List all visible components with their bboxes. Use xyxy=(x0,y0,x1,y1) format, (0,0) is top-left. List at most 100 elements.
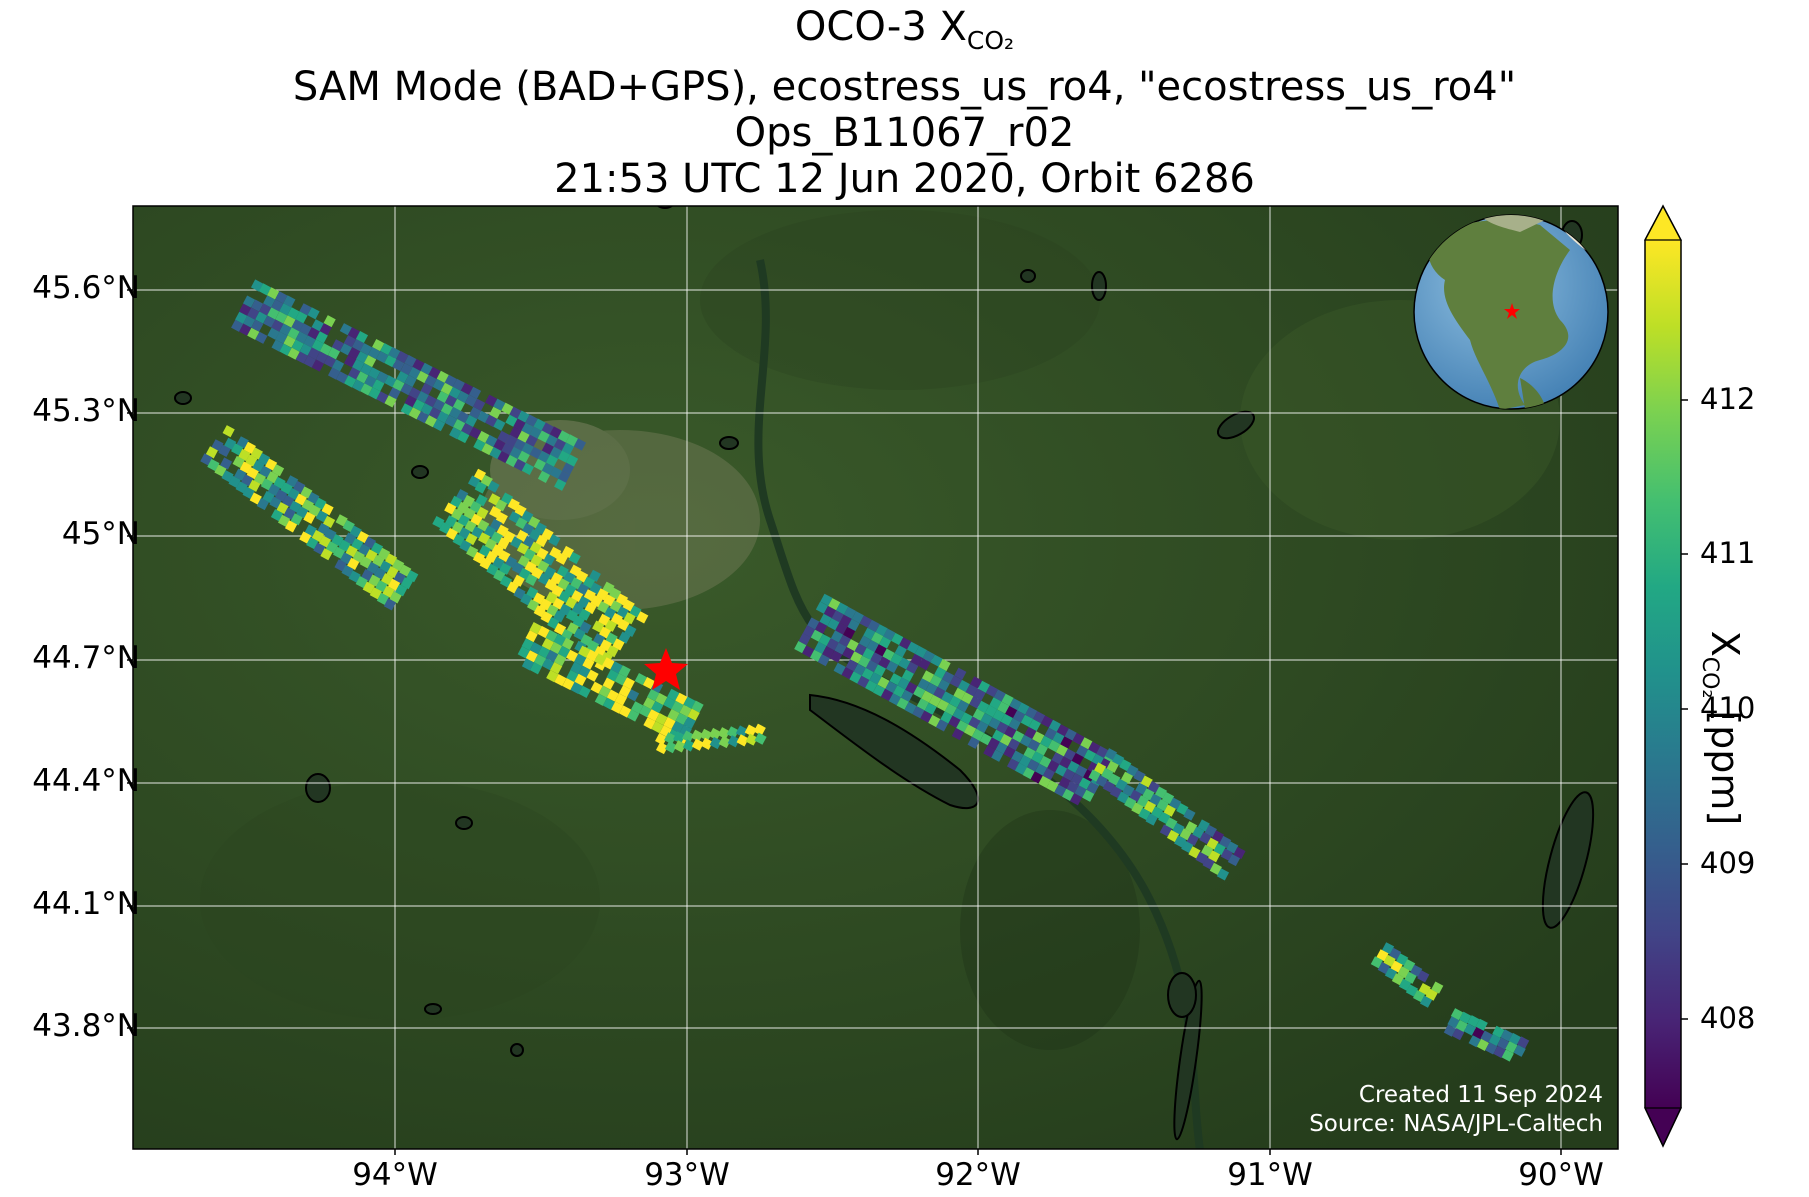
sounding-cell xyxy=(1452,1028,1465,1041)
sounding-cell xyxy=(569,564,582,577)
sounding-cell xyxy=(1472,1027,1485,1040)
sounding-cell xyxy=(525,434,538,447)
sounding-cell xyxy=(251,319,264,332)
sounding-cell xyxy=(1204,824,1217,838)
sounding-cell xyxy=(967,736,980,749)
sounding-cell xyxy=(267,307,280,320)
sounding-cell xyxy=(343,335,357,348)
sounding-cell xyxy=(372,379,385,392)
sounding-cell xyxy=(1072,732,1085,746)
sounding-cell xyxy=(494,499,508,512)
sounding-cell xyxy=(898,657,911,670)
sounding-cell xyxy=(928,714,941,728)
sounding-cell xyxy=(470,513,483,526)
sounding-cell xyxy=(360,363,373,376)
lon-label: 93°W xyxy=(644,1157,730,1193)
sounding-cell xyxy=(1001,693,1014,706)
sounding-cell xyxy=(1431,981,1444,994)
sounding-cell xyxy=(450,495,463,508)
sounding-cell xyxy=(985,685,998,698)
sounding-cell xyxy=(319,343,332,356)
sounding-cell xyxy=(366,561,379,575)
lat-label: 45.3°N xyxy=(32,393,140,429)
sounding-cell xyxy=(853,663,866,676)
sounding-cell xyxy=(1055,764,1068,777)
figure-title: OCO-3 XCO₂ SAM Mode (BAD+GPS), ecostress… xyxy=(0,4,1809,202)
sounding-cell xyxy=(523,548,536,561)
sounding-cell xyxy=(535,534,548,548)
sounding-cell xyxy=(1115,778,1128,791)
sounding-cell xyxy=(257,453,271,466)
sounding-cell xyxy=(976,720,989,734)
sounding-cell xyxy=(1397,966,1410,979)
sounding-cell xyxy=(1140,775,1153,788)
sounding-cell xyxy=(948,715,961,728)
sounding-cell xyxy=(1082,789,1095,802)
sounding-cell xyxy=(452,533,465,547)
sounding-cell xyxy=(1006,758,1020,771)
sounding-cell xyxy=(953,687,966,700)
sounding-cell xyxy=(988,717,1001,730)
sounding-cell xyxy=(1133,770,1146,783)
sounding-cell xyxy=(1023,747,1036,760)
sounding-cell xyxy=(436,370,449,383)
sounding-cell xyxy=(246,467,259,480)
sounding-cell xyxy=(1174,835,1187,848)
sounding-cell xyxy=(432,399,445,412)
sounding-cell xyxy=(1066,781,1079,794)
sounding-cell xyxy=(578,665,591,678)
sounding-cell xyxy=(517,450,530,463)
sounding-cell xyxy=(516,542,530,555)
sounding-cell xyxy=(1035,743,1048,756)
sounding-cell xyxy=(1425,988,1438,1001)
sounding-cell xyxy=(529,662,543,675)
sounding-cell xyxy=(504,556,518,569)
sounding-cell xyxy=(359,556,372,569)
sounding-cell xyxy=(1476,1038,1490,1051)
sounding-cell xyxy=(406,570,419,583)
sounding-cell xyxy=(339,323,352,336)
sounding-cell xyxy=(1028,718,1041,732)
sounding-cell xyxy=(521,462,534,475)
sounding-cell xyxy=(323,355,337,368)
sounding-cell xyxy=(602,581,615,594)
sounding-cell xyxy=(323,315,336,328)
sounding-cell xyxy=(492,556,505,569)
sounding-cell xyxy=(508,511,521,524)
sounding-cell xyxy=(989,697,1002,710)
sounding-cell xyxy=(518,567,531,581)
sounding-cell xyxy=(533,605,546,618)
sounding-cell xyxy=(549,446,562,459)
sounding-cell xyxy=(436,390,449,404)
sounding-cell xyxy=(533,458,546,471)
sounding-cell xyxy=(873,664,886,677)
sounding-cell xyxy=(219,457,233,470)
sounding-cell xyxy=(949,695,962,708)
sounding-cell xyxy=(545,591,558,604)
sounding-cell xyxy=(408,366,421,380)
sounding-cell xyxy=(1485,1042,1498,1055)
sounding-cell xyxy=(480,474,493,487)
sounding-cell xyxy=(342,519,355,533)
sounding-cell xyxy=(557,430,570,443)
sounding-cell xyxy=(643,717,656,730)
sounding-cell xyxy=(400,383,413,396)
sounding-cell xyxy=(545,649,559,663)
sounding-cell xyxy=(456,410,470,424)
sounding-cell xyxy=(530,554,543,567)
sounding-cell xyxy=(393,571,406,584)
sounding-cell xyxy=(380,343,393,356)
sounding-cell xyxy=(218,444,231,457)
sounding-cell xyxy=(207,458,220,472)
sounding-cell xyxy=(835,622,848,635)
sounding-cell xyxy=(294,493,307,506)
sounding-cell xyxy=(273,476,286,489)
sounding-cell xyxy=(815,621,828,634)
sounding-cell xyxy=(283,315,296,328)
sounding-cell xyxy=(242,295,256,308)
sounding-cell xyxy=(493,438,506,452)
sounding-cell xyxy=(574,673,587,686)
sounding-cell xyxy=(655,741,669,755)
sounding-cell xyxy=(356,371,369,384)
sounding-cell xyxy=(295,351,308,364)
